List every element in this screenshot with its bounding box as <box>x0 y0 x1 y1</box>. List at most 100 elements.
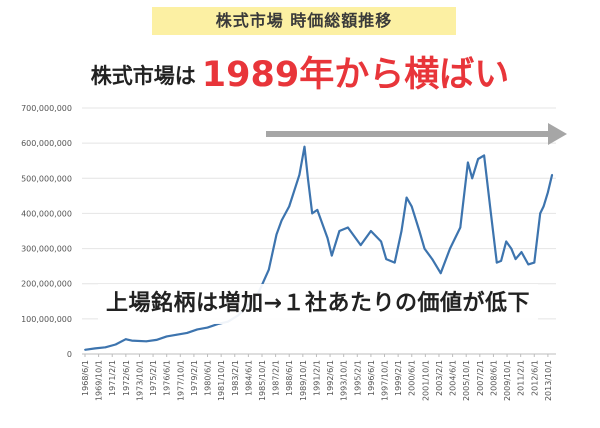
data-point <box>510 247 513 250</box>
x-tick-label: 1972/6/1 <box>122 360 131 396</box>
data-point <box>94 347 97 350</box>
data-point <box>467 161 469 164</box>
x-tick-label: 2009/10/1 <box>503 360 512 401</box>
data-point <box>104 346 107 349</box>
data-point <box>400 230 403 232</box>
x-tick-label: 1993/10/1 <box>340 360 349 401</box>
x-tick-label: 1968/6/1 <box>81 360 90 396</box>
listed-companies-caption: 上場銘柄は増加→１社あたりの価値が低下 <box>98 284 538 324</box>
data-point <box>155 339 158 341</box>
x-tick-label: 1984/6/1 <box>244 360 253 396</box>
x-tick-label: 1997/10/1 <box>381 360 390 401</box>
data-point <box>280 219 283 222</box>
chart-title: 株式市場 時価総額推移 <box>152 7 456 35</box>
x-tick-label: 1975/2/1 <box>149 360 158 396</box>
x-tick-label: 1999/2/1 <box>394 360 403 396</box>
x-tick-label: 1987/2/1 <box>272 360 281 396</box>
data-point <box>84 348 86 351</box>
x-tick-label: 2007/2/1 <box>476 360 485 396</box>
arrow-head <box>548 123 567 145</box>
data-point <box>410 205 413 208</box>
data-point <box>551 173 553 176</box>
x-tick-label: 2000/6/1 <box>408 360 417 396</box>
x-tick-label: 1969/10/1 <box>95 360 104 401</box>
data-point <box>165 335 168 338</box>
data-point <box>186 332 189 334</box>
data-point <box>477 158 479 160</box>
data-point <box>505 240 508 243</box>
data-point <box>326 237 329 239</box>
data-point <box>514 258 517 260</box>
y-tick-label: 700,000,000 <box>21 104 72 113</box>
x-tick-label: 1971/2/1 <box>108 360 117 396</box>
data-point <box>439 272 442 275</box>
data-point <box>385 258 388 260</box>
y-tick-label: 200,000,000 <box>21 280 72 289</box>
data-point <box>267 268 270 271</box>
data-point <box>145 340 148 343</box>
x-tick-label: 1979/2/1 <box>190 360 199 396</box>
data-point <box>459 226 462 229</box>
x-tick-label: 1976/6/1 <box>163 360 172 396</box>
data-point <box>298 173 301 176</box>
y-tick-label: 600,000,000 <box>21 139 72 148</box>
data-point <box>542 205 545 208</box>
data-point <box>547 191 549 194</box>
x-tick-label: 1988/6/1 <box>285 360 294 396</box>
x-tick-label: 2013/10/1 <box>544 360 553 401</box>
data-point <box>393 261 396 264</box>
x-tick-label: 1991/2/1 <box>312 360 321 396</box>
data-point <box>316 209 319 211</box>
x-tick-label: 1992/6/1 <box>326 360 335 396</box>
data-point <box>130 339 133 342</box>
data-point <box>449 247 451 250</box>
data-point <box>288 205 291 208</box>
data-point <box>114 343 117 346</box>
y-tick-label: 400,000,000 <box>21 209 72 218</box>
data-point <box>500 260 502 262</box>
data-point <box>380 240 382 243</box>
data-point <box>418 230 421 232</box>
x-tick-label: 2012/6/1 <box>530 360 539 396</box>
data-point <box>330 254 333 257</box>
x-tick-label: 1995/2/1 <box>353 360 362 396</box>
x-tick-label: 2003/2/1 <box>435 360 444 396</box>
data-point <box>311 212 314 215</box>
data-point <box>533 261 536 264</box>
data-point <box>495 261 498 264</box>
x-tick-label: 1973/10/1 <box>135 360 144 401</box>
x-tick-label: 1989/10/1 <box>299 360 308 401</box>
data-point <box>196 328 199 331</box>
headline-accent: 1989年から横ばい <box>201 55 510 95</box>
y-tick-label: 500,000,000 <box>21 174 72 183</box>
data-point <box>539 212 542 215</box>
data-point <box>431 258 434 260</box>
x-tick-label: 2001/10/1 <box>421 360 430 401</box>
series-layer <box>84 145 554 351</box>
data-point <box>307 177 309 180</box>
x-tick-label: 1983/2/1 <box>231 360 240 396</box>
x-axis-ticks: 1968/6/1 1969/10/1 1971/2/1 1972/6/1 1973/10… <box>81 354 553 401</box>
data-point <box>206 326 209 329</box>
headline-prefix: 株式市場は <box>90 64 196 88</box>
data-point <box>124 338 127 341</box>
x-tick-label: 2005/10/1 <box>462 360 471 401</box>
data-point <box>359 244 362 247</box>
x-tick-label: 2011/2/1 <box>517 360 526 396</box>
x-tick-label: 2004/6/1 <box>449 360 458 396</box>
flat-trend-arrow <box>266 123 567 145</box>
data-point <box>275 233 278 236</box>
data-point <box>483 154 485 157</box>
x-tick-label: 1996/6/1 <box>367 360 376 396</box>
data-point <box>527 263 530 266</box>
x-tick-label: 1985/10/1 <box>258 360 267 401</box>
data-point <box>423 247 426 250</box>
data-point <box>490 212 492 215</box>
y-tick-label: 0 <box>67 350 72 359</box>
x-tick-label: 2008/6/1 <box>489 360 498 396</box>
headline: 株式市場は 1989年から横ばい <box>0 46 600 97</box>
data-point <box>338 230 341 232</box>
x-tick-label: 1981/10/1 <box>217 360 226 401</box>
data-point <box>303 145 306 148</box>
